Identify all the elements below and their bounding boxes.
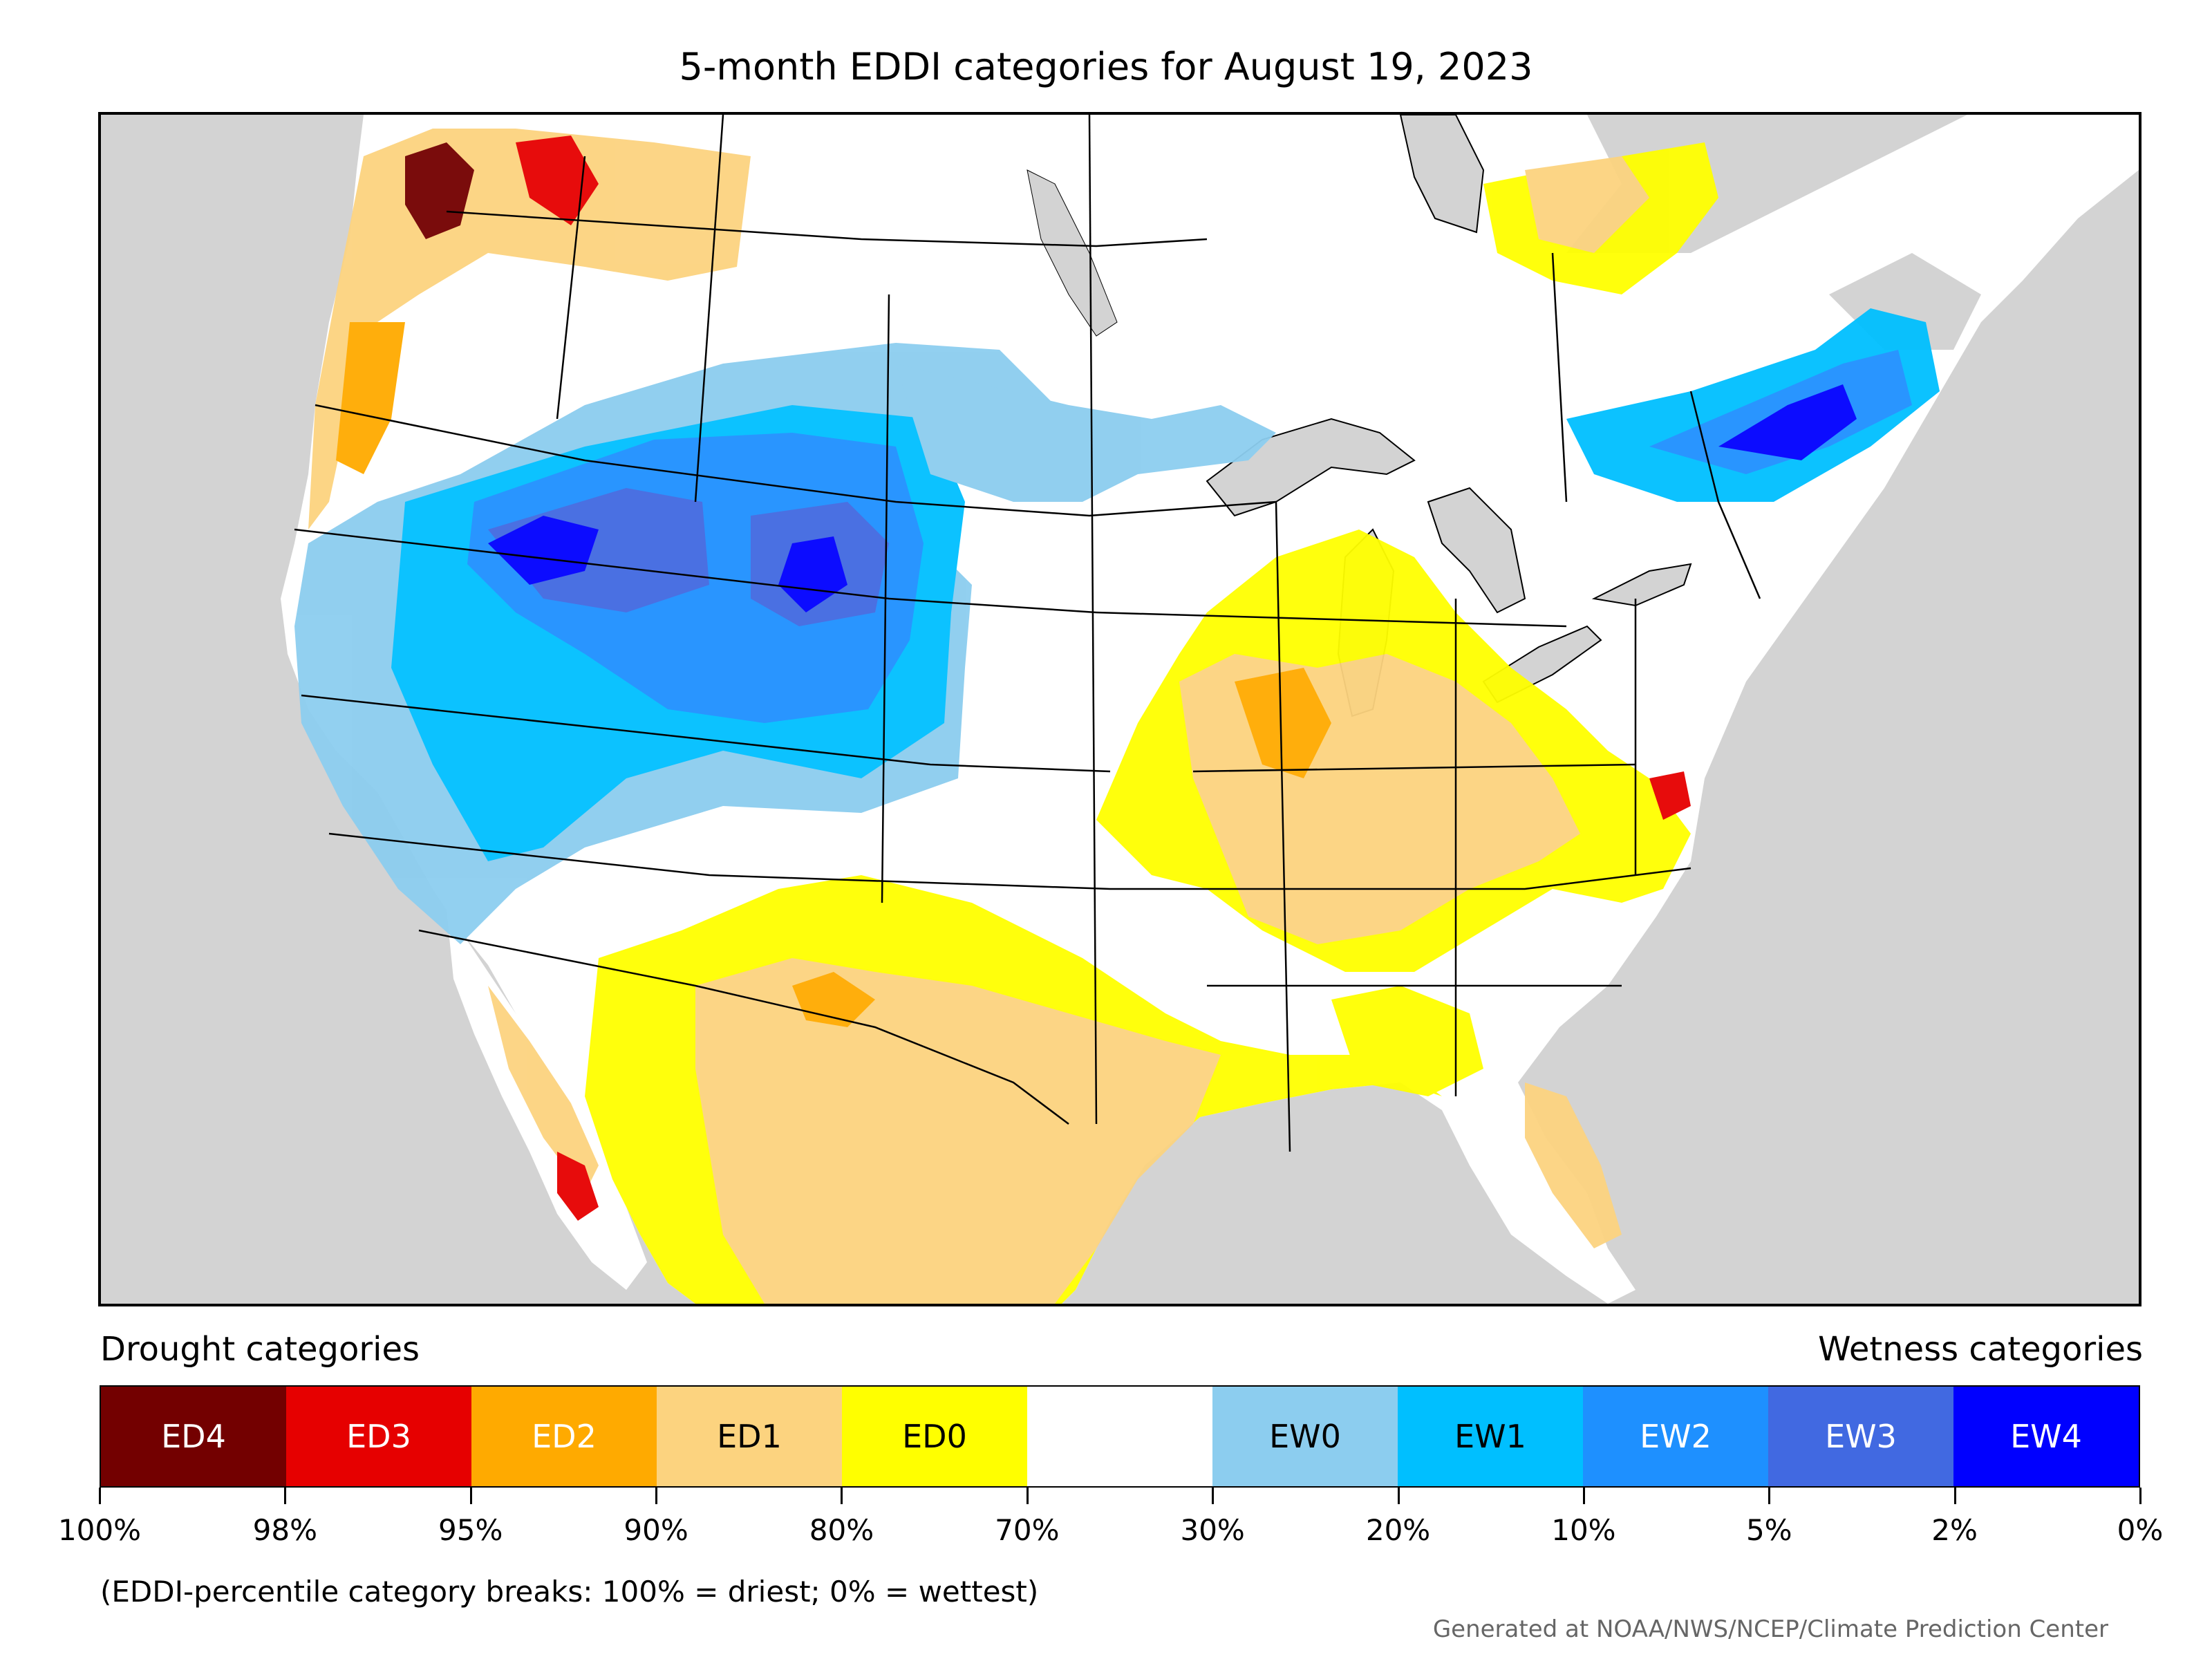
- lake-winnipeg: [1027, 169, 1118, 337]
- colorbar-segment-normal: [1027, 1387, 1212, 1486]
- us-map-canvas: [281, 115, 2139, 1304]
- colorbar-tick-label: 20%: [1365, 1513, 1431, 1547]
- colorbar-tick: [2139, 1488, 2141, 1504]
- colorbar-tick: [99, 1488, 101, 1504]
- region-ed3-bc: [516, 135, 599, 225]
- colorbar-segment-ed2: ED2: [471, 1387, 657, 1486]
- region-ed1-quebec: [1525, 156, 1649, 253]
- drought-categories-heading: Drought categories: [100, 1330, 420, 1369]
- region-ed2-wa: [336, 322, 405, 474]
- colorbar-tick-label: 95%: [438, 1513, 503, 1547]
- colorbar-tick-label: 0%: [2117, 1513, 2164, 1547]
- colorbar-segment-ew2: EW2: [1583, 1387, 1768, 1486]
- lake-huron: [1427, 487, 1526, 614]
- colorbar-tick: [841, 1488, 843, 1504]
- region-ed1-florida: [1525, 1082, 1622, 1248]
- eddi-map: [98, 112, 2141, 1306]
- colorbar-tick: [469, 1488, 472, 1504]
- colorbar-tick-label: 98%: [252, 1513, 318, 1547]
- lake-ontario: [1591, 563, 1692, 607]
- wetness-categories-heading: Wetness categories: [1818, 1330, 2143, 1369]
- colorbar-segment-ew0: EW0: [1212, 1387, 1398, 1486]
- category-colorbar: ED4 ED3 ED2 ED1 ED0 EW0 EW1 EW2 EW3 EW4: [100, 1385, 2140, 1488]
- colorbar-tick: [1026, 1488, 1029, 1504]
- region-ed1-texas: [695, 958, 1221, 1304]
- region-ew4-wy: [778, 536, 847, 612]
- colorbar-segment-ed3: ED3: [286, 1387, 471, 1486]
- region-ew4-ne: [1718, 384, 1857, 460]
- colorbar-segment-ew1: EW1: [1398, 1387, 1583, 1486]
- percentile-note: (EDDI-percentile category breaks: 100% =…: [100, 1575, 1039, 1609]
- colorbar-tick-label: 70%: [995, 1513, 1060, 1547]
- colorbar-segment-ed1: ED1: [657, 1387, 842, 1486]
- colorbar-segment-ew4: EW4: [1953, 1387, 2139, 1486]
- colorbar-tick: [284, 1488, 287, 1504]
- colorbar-tick-label: 80%: [809, 1513, 874, 1547]
- colorbar-segment-ed0: ED0: [842, 1387, 1027, 1486]
- colorbar-tick: [1953, 1488, 1956, 1504]
- region-ed0-southeast: [1331, 986, 1483, 1096]
- region-ed3-va: [1649, 771, 1691, 820]
- colorbar-tick-label: 10%: [1551, 1513, 1616, 1547]
- colorbar-tick-label: 100%: [57, 1513, 142, 1547]
- colorbar-tick: [655, 1488, 658, 1504]
- map-title: 5-month EDDI categories for August 19, 2…: [679, 45, 1533, 88]
- region-ed1-baja: [488, 986, 599, 1193]
- colorbar-tick-label: 90%: [624, 1513, 688, 1547]
- region-ew4-id: [488, 516, 599, 585]
- colorbar-tick-label: 5%: [1745, 1513, 1792, 1547]
- colorbar-tick-label: 2%: [1931, 1513, 1978, 1547]
- colorbar-tick: [1768, 1488, 1771, 1504]
- region-ew0-north: [896, 364, 1276, 502]
- james-bay: [1399, 115, 1485, 234]
- political-borders: [294, 115, 1761, 1152]
- region-ed4-wa: [405, 142, 474, 239]
- colorbar-tick-label: 30%: [1180, 1513, 1245, 1547]
- region-ed3-baja: [557, 1152, 599, 1221]
- colorbar-segment-ew3: EW3: [1768, 1387, 1953, 1486]
- colorbar-tick: [1397, 1488, 1400, 1504]
- region-ed1-pnw: [308, 129, 751, 529]
- colorbar-tick: [1212, 1488, 1215, 1504]
- colorbar-tick: [1582, 1488, 1585, 1504]
- region-ed2-il: [1235, 668, 1331, 778]
- colorbar-segment-ed4: ED4: [101, 1387, 286, 1486]
- credit-line: Generated at NOAA/NWS/NCEP/Climate Predi…: [1432, 1615, 2108, 1643]
